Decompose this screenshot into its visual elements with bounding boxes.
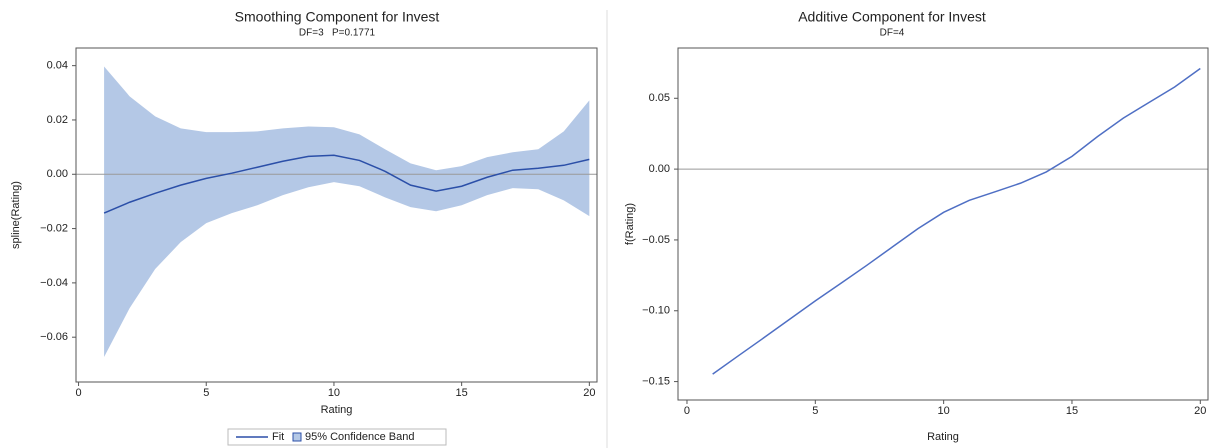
y-tick-label: 0.00 — [47, 168, 68, 180]
plot-frame — [75, 47, 598, 383]
chart-title: Additive Component for Invest — [798, 9, 986, 25]
chart-subtitle: DF=4 — [880, 28, 905, 39]
fit-line — [712, 67, 1201, 375]
x-axis-label: Rating — [321, 404, 353, 416]
x-tick-label: 10 — [328, 387, 340, 399]
x-axis-label: Rating — [927, 431, 959, 443]
x-tick-label: 5 — [812, 405, 818, 417]
x-tick-label: 15 — [1066, 405, 1078, 417]
x-tick-label: 20 — [583, 387, 595, 399]
y-tick-label: 0.04 — [47, 60, 68, 72]
y-tick-label: −0.02 — [40, 222, 68, 234]
x-tick-label: 15 — [456, 387, 468, 399]
y-tick-label: −0.06 — [40, 331, 68, 343]
y-tick-label: −0.10 — [642, 305, 670, 317]
legend-frame — [227, 428, 447, 446]
legend-label: Fit — [272, 431, 284, 443]
y-tick-label: 0.05 — [649, 92, 670, 104]
legend-swatch — [292, 432, 302, 442]
chart-title: Smoothing Component for Invest — [235, 9, 440, 25]
y-tick-label: 0.00 — [649, 163, 670, 175]
x-tick-label: 0 — [75, 387, 81, 399]
legend-label: 95% Confidence Band — [305, 431, 414, 443]
confidence-band — [104, 66, 590, 358]
y-tick-label: −0.05 — [642, 234, 670, 246]
fit-line — [103, 154, 590, 214]
y-axis-label: spline(Rating) — [10, 181, 22, 249]
chart-subtitle: DF=3 P=0.1771 — [299, 28, 376, 39]
y-tick-label: −0.04 — [40, 277, 68, 289]
y-tick-label: −0.15 — [642, 375, 670, 387]
plot-frame — [677, 47, 1209, 401]
x-tick-label: 5 — [203, 387, 209, 399]
x-tick-label: 10 — [938, 405, 950, 417]
x-tick-label: 0 — [684, 405, 690, 417]
y-tick-label: 0.02 — [47, 114, 68, 126]
x-tick-label: 20 — [1194, 405, 1206, 417]
y-axis-label: f(Rating) — [624, 203, 636, 245]
